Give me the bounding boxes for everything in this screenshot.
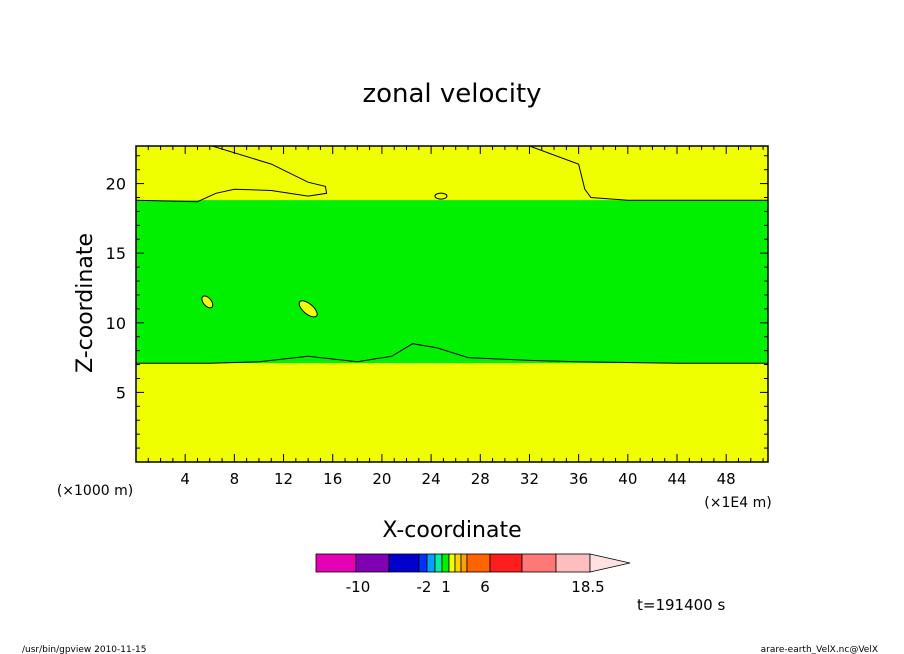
colorbar-swatch: [489, 553, 523, 573]
chart-title: zonal velocity: [362, 79, 541, 109]
x-tick-label: 28: [471, 470, 490, 488]
contour-island: [201, 295, 214, 309]
colorbar-swatch: [441, 553, 450, 573]
colorbar-swatch: [426, 553, 436, 573]
colorbar-swatch: [418, 553, 428, 573]
contour-island: [434, 192, 448, 200]
colorbar-swatch: [454, 553, 462, 573]
x-tick-label: 20: [372, 470, 391, 488]
x-tick-label: 40: [618, 470, 637, 488]
y-tick-label: 10: [106, 314, 126, 333]
colorbar-swatch: [466, 553, 491, 573]
x-tick-label: 12: [274, 470, 293, 488]
plot-frame: [135, 145, 769, 463]
colorbar-swatch: [315, 553, 357, 573]
colorbar-swatch: [521, 553, 557, 573]
colorbar-label: 18.5: [571, 578, 604, 596]
y-tick-label: 15: [106, 244, 126, 263]
contour-line-upper: [135, 145, 768, 203]
x-axis-label: X-coordinate: [382, 518, 521, 543]
x-tick-label: 4: [180, 470, 190, 488]
x-axis-unit: (×1E4 m): [704, 495, 771, 511]
footer-right-text: arare-earth_VelX.nc@VelX: [761, 645, 878, 654]
colorbar-swatch: [448, 553, 456, 573]
contour-island: [298, 300, 318, 318]
x-tick-label: 8: [230, 470, 240, 488]
colorbar-swatch: [388, 553, 420, 573]
colorbar-swatch: [460, 553, 468, 573]
colorbar-swatch: [434, 553, 443, 573]
x-tick-label: 32: [520, 470, 539, 488]
colorbar-arrow: [589, 553, 631, 573]
region-upper: [136, 146, 768, 202]
colorbar-label: -2: [417, 578, 432, 596]
region-lower: [136, 200, 768, 364]
colorbar-label: -10: [346, 578, 371, 596]
time-annotation: t=191400 s: [637, 596, 725, 614]
x-tick-label: 44: [667, 470, 686, 488]
x-tick-label: 16: [323, 470, 342, 488]
contour-line-lower: [136, 343, 768, 364]
colorbar-swatch: [355, 553, 390, 573]
colorbar-swatch: [555, 553, 591, 573]
x-tick-label: 24: [422, 470, 441, 488]
footer-left-text: /usr/bin/gpview 2010-11-15: [22, 645, 146, 654]
y-axis-label: Z-coordinate: [73, 233, 98, 373]
y-tick-label: 20: [106, 175, 126, 194]
y-tick-label: 5: [116, 383, 126, 402]
x-tick-label: 36: [569, 470, 588, 488]
colorbar-label: 1: [441, 578, 451, 596]
x-tick-label: 48: [717, 470, 736, 488]
colorbar-label: 6: [480, 578, 490, 596]
y-axis-unit: (×1000 m): [57, 483, 133, 499]
